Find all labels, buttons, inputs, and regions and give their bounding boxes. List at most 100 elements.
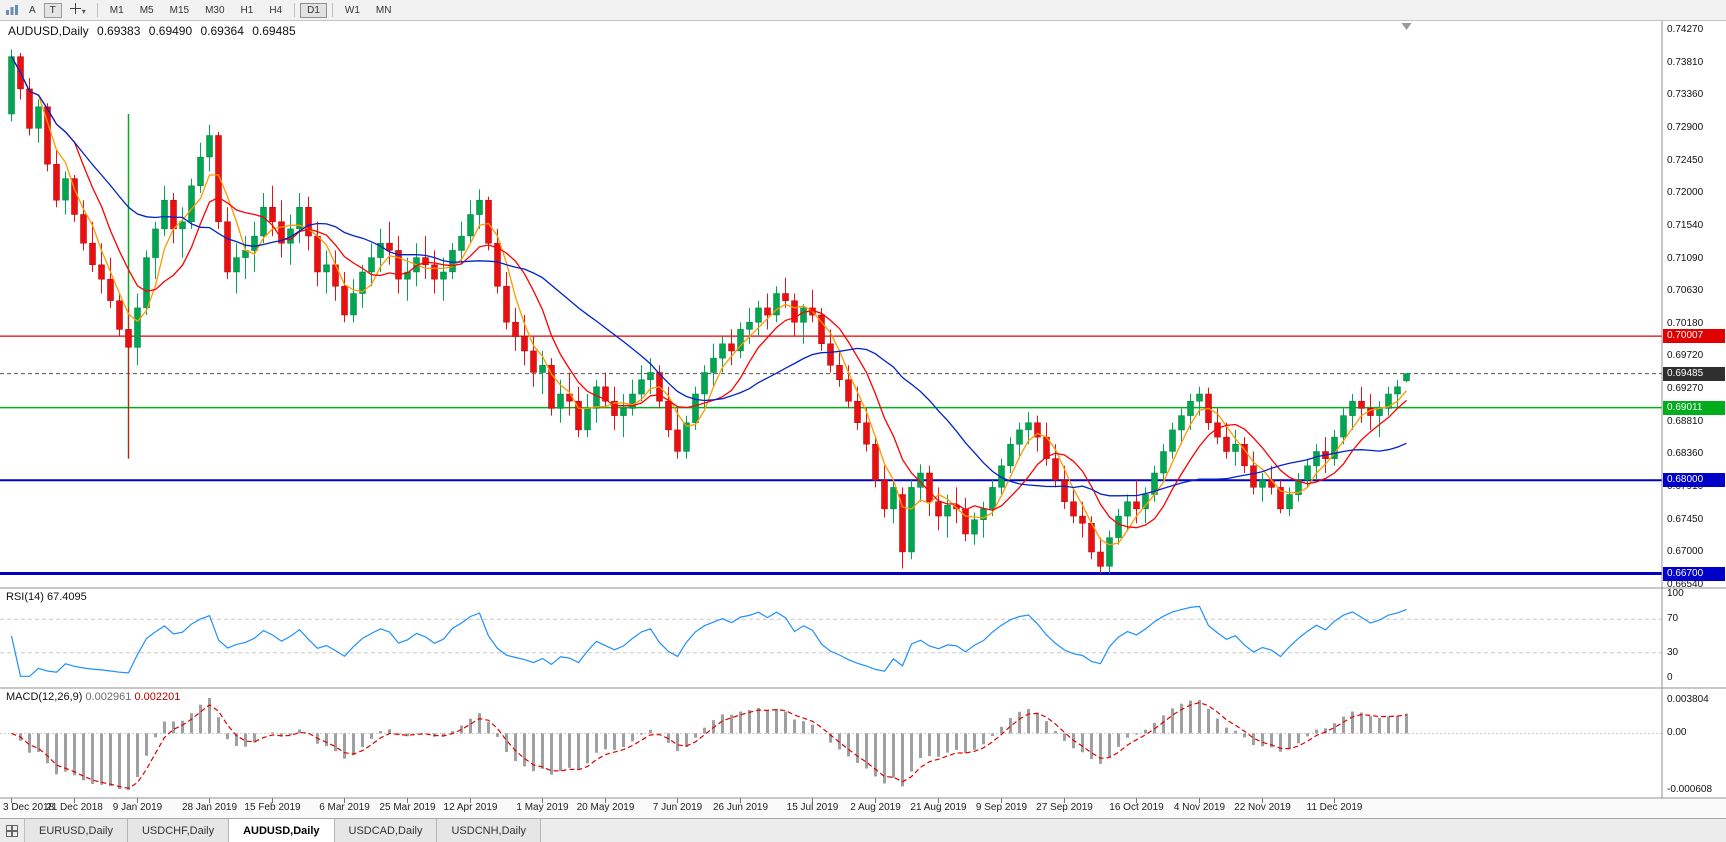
ma-lines: [10, 56, 1407, 546]
price-axis-label: 0.67450: [1667, 513, 1704, 525]
price-axis-label: 0.70630: [1667, 285, 1704, 297]
date-axis-label: 27 Sep 2019: [1036, 802, 1093, 813]
price-axis-label: 0.73810: [1667, 56, 1704, 68]
price-axis-label: 0.72000: [1667, 187, 1704, 199]
timeframe-m1-button[interactable]: M1: [109, 4, 124, 16]
chart-title: AUDUSD,Daily 0.69383 0.69490 0.69364 0.6…: [8, 24, 301, 38]
rsi-scale-label: 70: [1667, 613, 1679, 625]
rsi-line: [10, 605, 1407, 677]
chart-tab[interactable]: EURUSD,Daily: [25, 819, 128, 842]
price-level-badge: 0.66700: [1663, 566, 1725, 581]
price-axis-label: 0.67000: [1667, 546, 1704, 558]
price-axis-label: 0.71540: [1667, 219, 1704, 231]
current-price-badge: 0.69485: [1663, 366, 1725, 381]
timeframe-h4-button[interactable]: H4: [269, 4, 283, 16]
time-axis-strip[interactable]: [0, 799, 1726, 818]
rsi-name: RSI(14): [6, 591, 44, 603]
quote-close: 0.69485: [252, 24, 296, 38]
crosshair-tool-button[interactable]: ▾: [64, 1, 92, 19]
date-axis-label: 21 Dec 2018: [46, 802, 103, 813]
timeframe-h1-button[interactable]: H1: [240, 4, 254, 16]
fast-ma: [10, 56, 1407, 546]
timeframe-w1-button[interactable]: W1: [344, 4, 360, 16]
date-axis-label: 2 Aug 2019: [850, 802, 901, 813]
chart-tab[interactable]: AUDUSD,Daily: [229, 819, 335, 842]
label-tool-button[interactable]: A: [29, 4, 36, 16]
macd-label: MACD(12,26,9) 0.002961 0.002201: [6, 691, 180, 703]
chart-shift-marker: [1401, 23, 1412, 30]
price-axis-label: 0.68360: [1667, 448, 1704, 460]
macd-main-value: 0.002961: [85, 691, 132, 703]
chart-tab-bar: EURUSD,Daily USDCHF,Daily AUDUSD,Daily U…: [0, 818, 1726, 842]
quote-open: 0.69383: [97, 24, 141, 38]
date-axis-label: 20 May 2019: [576, 802, 635, 813]
quote-high: 0.69490: [148, 24, 193, 38]
slow-ma: [10, 56, 1407, 497]
price-axis-label: 0.74270: [1667, 24, 1704, 35]
charts-panel-icon[interactable]: [2, 2, 22, 18]
toolbar-divider: [331, 3, 333, 17]
macd-histogram: [19, 698, 1408, 790]
price-axis-label: 0.72450: [1667, 154, 1704, 166]
window-list-icon[interactable]: [0, 819, 25, 842]
rsi-scale-label: 30: [1667, 646, 1679, 658]
timeframe-m30-button[interactable]: M30: [205, 4, 225, 16]
date-axis-label: 12 Apr 2019: [443, 802, 498, 813]
chart-tab[interactable]: USDCAD,Daily: [334, 819, 438, 842]
rsi-scale-label: 100: [1667, 588, 1684, 599]
date-axis-label: 15 Feb 2019: [244, 802, 301, 813]
date-axis-label: 26 Jun 2019: [712, 802, 769, 813]
quote-low: 0.69364: [200, 24, 244, 38]
price-level-badge: 0.69011: [1663, 400, 1725, 415]
date-axis-label: 21 Aug 2019: [910, 802, 967, 813]
candlesticks: [8, 49, 1410, 574]
price-axis-label: 0.66540: [1667, 579, 1704, 590]
symbol-period-label: AUDUSD,Daily: [8, 24, 89, 38]
rsi-label: RSI(14) 67.4095: [6, 591, 87, 603]
price-level-badge: 0.68000: [1663, 473, 1725, 488]
price-axis-label: 0.70180: [1667, 317, 1704, 329]
macd-signal-value: 0.002201: [134, 691, 181, 703]
chart-tab[interactable]: USDCHF,Daily: [127, 819, 230, 842]
macd-scale-label: 0.003804: [1667, 694, 1709, 705]
macd-signal-line: [11, 701, 1407, 789]
date-axis-label: 7 Jun 2019: [652, 802, 703, 813]
price-axis-label: 0.73360: [1667, 89, 1704, 101]
date-axis-label: 15 Jul 2019: [786, 802, 839, 813]
date-axis-label: 22 Nov 2019: [1234, 802, 1291, 813]
toolbar: A T ▾ M1 M5 M15 M30 H1 H4 D1 W1 MN: [0, 0, 1726, 21]
price-axis-label: 0.72900: [1667, 121, 1704, 133]
macd-scale-label: -0.000608: [1667, 784, 1713, 795]
date-axis-label: 9 Sep 2019: [975, 802, 1028, 813]
date-axis-label: 3 Dec 2018: [3, 802, 55, 813]
price-axis-label: 0.68810: [1667, 415, 1704, 427]
toolbar-divider: [294, 3, 296, 17]
timeframe-m5-button[interactable]: M5: [139, 4, 154, 16]
chart-tab[interactable]: USDCNH,Daily: [437, 819, 542, 842]
mid-ma: [10, 56, 1407, 529]
date-axis-label: 25 Mar 2019: [379, 802, 436, 813]
timeframe-mn-button[interactable]: MN: [375, 4, 392, 16]
date-axis-label: 4 Nov 2019: [1173, 802, 1226, 813]
date-axis-label: 11 Dec 2019: [1306, 802, 1363, 813]
text-tool-button[interactable]: T: [43, 2, 62, 18]
price-axis-label: 0.71090: [1667, 252, 1704, 264]
macd-scale-label: 0.00: [1667, 727, 1687, 739]
macd-name: MACD(12,26,9): [6, 691, 83, 703]
toolbar-divider: [96, 3, 98, 17]
date-axis-label: 9 Jan 2019: [112, 802, 163, 813]
date-axis-label: 28 Jan 2019: [181, 802, 238, 813]
timeframe-m15-button[interactable]: M15: [169, 4, 190, 16]
price-axis-label: 0.69270: [1667, 383, 1704, 395]
rsi-value: 67.4095: [46, 591, 87, 603]
date-axis-label: 16 Oct 2019: [1109, 802, 1164, 813]
rsi-scale-label: 0: [1667, 672, 1673, 683]
chevron-down-icon: ▾: [81, 7, 86, 16]
date-axis-label: 1 May 2019: [516, 802, 569, 813]
price-axis-label: 0.69720: [1667, 350, 1704, 362]
price-level-badge: 0.70007: [1663, 329, 1725, 344]
timeframe-d1-button[interactable]: D1: [300, 2, 327, 18]
date-axis-label: 6 Mar 2019: [319, 802, 370, 813]
